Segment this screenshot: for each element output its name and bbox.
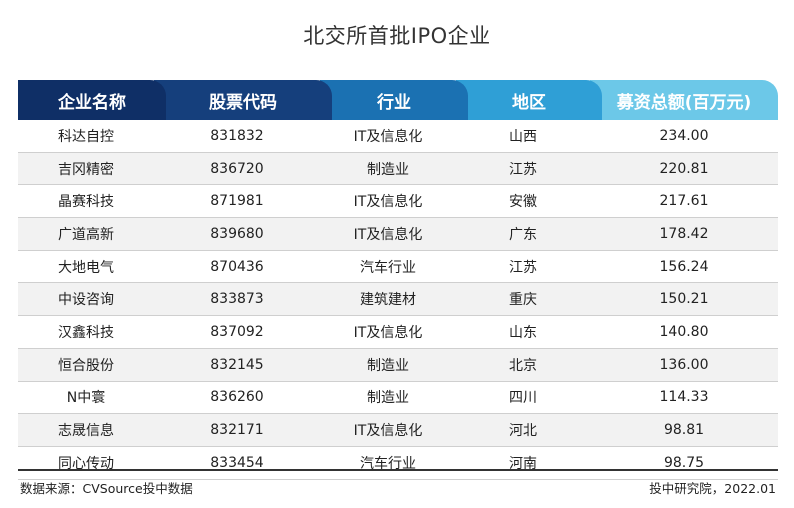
company-name-cell: N中寰 [66, 390, 106, 407]
stock-code-cell: 837092 [210, 323, 264, 340]
company-name-cell: 中设咨询 [58, 292, 114, 309]
region-cell: 江苏 [509, 259, 537, 276]
region-cell: 河北 [509, 423, 537, 440]
company-name-cell: 广道高新 [58, 226, 114, 243]
industry-cell: 汽车行业 [360, 259, 416, 276]
table-bottom-rule [18, 469, 778, 471]
industry-cell: 制造业 [367, 161, 409, 178]
stock-code-cell: 836260 [210, 389, 264, 406]
fundraising-cell: 220.81 [659, 160, 709, 177]
stock-code-cell: 831832 [210, 127, 264, 144]
company-name-cell: 同心传动 [58, 455, 114, 472]
industry-cell: 汽车行业 [360, 455, 416, 472]
fundraising-cell: 234.00 [659, 127, 709, 144]
industry-cell: IT及信息化 [353, 423, 423, 440]
table-row: 广道高新 839680 IT及信息化 广东 178.42 [18, 218, 778, 251]
page-title: 北交所首批IPO企业 [303, 24, 491, 48]
table-row: 大地电气 870436 汽车行业 江苏 156.24 [18, 251, 778, 284]
industry-cell: 建筑建材 [360, 292, 416, 309]
table-row: 恒合股份 832145 制造业 北京 136.00 [18, 348, 778, 382]
fundraising-cell: 150.21 [659, 291, 709, 308]
table-row: 志晟信息 832171 IT及信息化 河北 98.81 [18, 414, 778, 447]
table-header: 企业名称 股票代码 行业 地区 募资总额(百万元) [18, 80, 778, 120]
fundraising-cell: 217.61 [659, 193, 709, 210]
table-row: 中设咨询 833873 建筑建材 重庆 150.21 [18, 283, 778, 317]
credit-note: 投中研究院，2022.01 [649, 481, 776, 496]
industry-cell: IT及信息化 [353, 194, 423, 211]
header-stock-code: 股票代码 [154, 80, 332, 120]
company-name-cell: 吉冈精密 [58, 161, 114, 178]
region-cell: 山西 [509, 128, 537, 145]
fundraising-cell: 140.80 [659, 323, 709, 340]
header-industry: 行业 [320, 80, 468, 120]
region-cell: 河南 [509, 455, 537, 472]
header-company-name: 企业名称 [18, 80, 166, 120]
fundraising-cell: 98.81 [663, 422, 705, 439]
data-source-note: 数据来源：CVSource投中数据 [20, 481, 193, 496]
region-cell: 山东 [509, 324, 537, 341]
region-cell: 重庆 [509, 292, 537, 309]
fundraising-cell: 98.75 [663, 454, 705, 471]
region-cell: 安徽 [509, 194, 537, 211]
stock-code-cell: 832171 [210, 422, 264, 439]
company-name-cell: 志晟信息 [58, 423, 114, 440]
stock-code-cell: 839680 [210, 225, 264, 242]
industry-cell: IT及信息化 [353, 128, 423, 145]
region-cell: 江苏 [509, 161, 537, 178]
region-cell: 广东 [509, 226, 537, 243]
table-row: 汉鑫科技 837092 IT及信息化 山东 140.80 [18, 316, 778, 349]
table-row: 晶赛科技 871981 IT及信息化 安徽 217.61 [18, 185, 778, 219]
fundraising-cell: 114.33 [659, 389, 709, 406]
stock-code-cell: 871981 [210, 193, 264, 210]
stock-code-cell: 833873 [210, 291, 264, 308]
header-fundraising-total: 募资总额(百万元) [590, 80, 778, 120]
stock-code-cell: 832145 [210, 356, 264, 373]
stock-code-cell: 836720 [210, 160, 264, 177]
company-name-cell: 汉鑫科技 [58, 324, 114, 341]
industry-cell: 制造业 [367, 357, 409, 374]
company-name-cell: 恒合股份 [58, 357, 114, 374]
table-row: N中寰 836260 制造业 四川 114.33 [18, 382, 778, 415]
header-region: 地区 [456, 80, 602, 120]
stock-code-cell: 870436 [210, 258, 264, 275]
industry-cell: IT及信息化 [353, 226, 423, 243]
industry-cell: 制造业 [367, 390, 409, 407]
table-row: 科达自控 831832 IT及信息化 山西 234.00 [18, 120, 778, 153]
stock-code-cell: 833454 [210, 454, 264, 471]
fundraising-cell: 156.24 [659, 258, 709, 275]
fundraising-cell: 178.42 [659, 225, 709, 242]
region-cell: 四川 [509, 390, 537, 407]
company-name-cell: 大地电气 [58, 259, 114, 276]
fundraising-cell: 136.00 [659, 356, 709, 373]
region-cell: 北京 [509, 357, 537, 374]
company-name-cell: 科达自控 [58, 128, 114, 145]
table-body: 科达自控 831832 IT及信息化 山西 234.00 吉冈精密 836720… [18, 120, 778, 480]
table-row: 吉冈精密 836720 制造业 江苏 220.81 [18, 152, 778, 186]
industry-cell: IT及信息化 [353, 324, 423, 341]
table-row: 同心传动 833454 汽车行业 河南 98.75 [18, 447, 778, 480]
company-name-cell: 晶赛科技 [58, 194, 114, 211]
